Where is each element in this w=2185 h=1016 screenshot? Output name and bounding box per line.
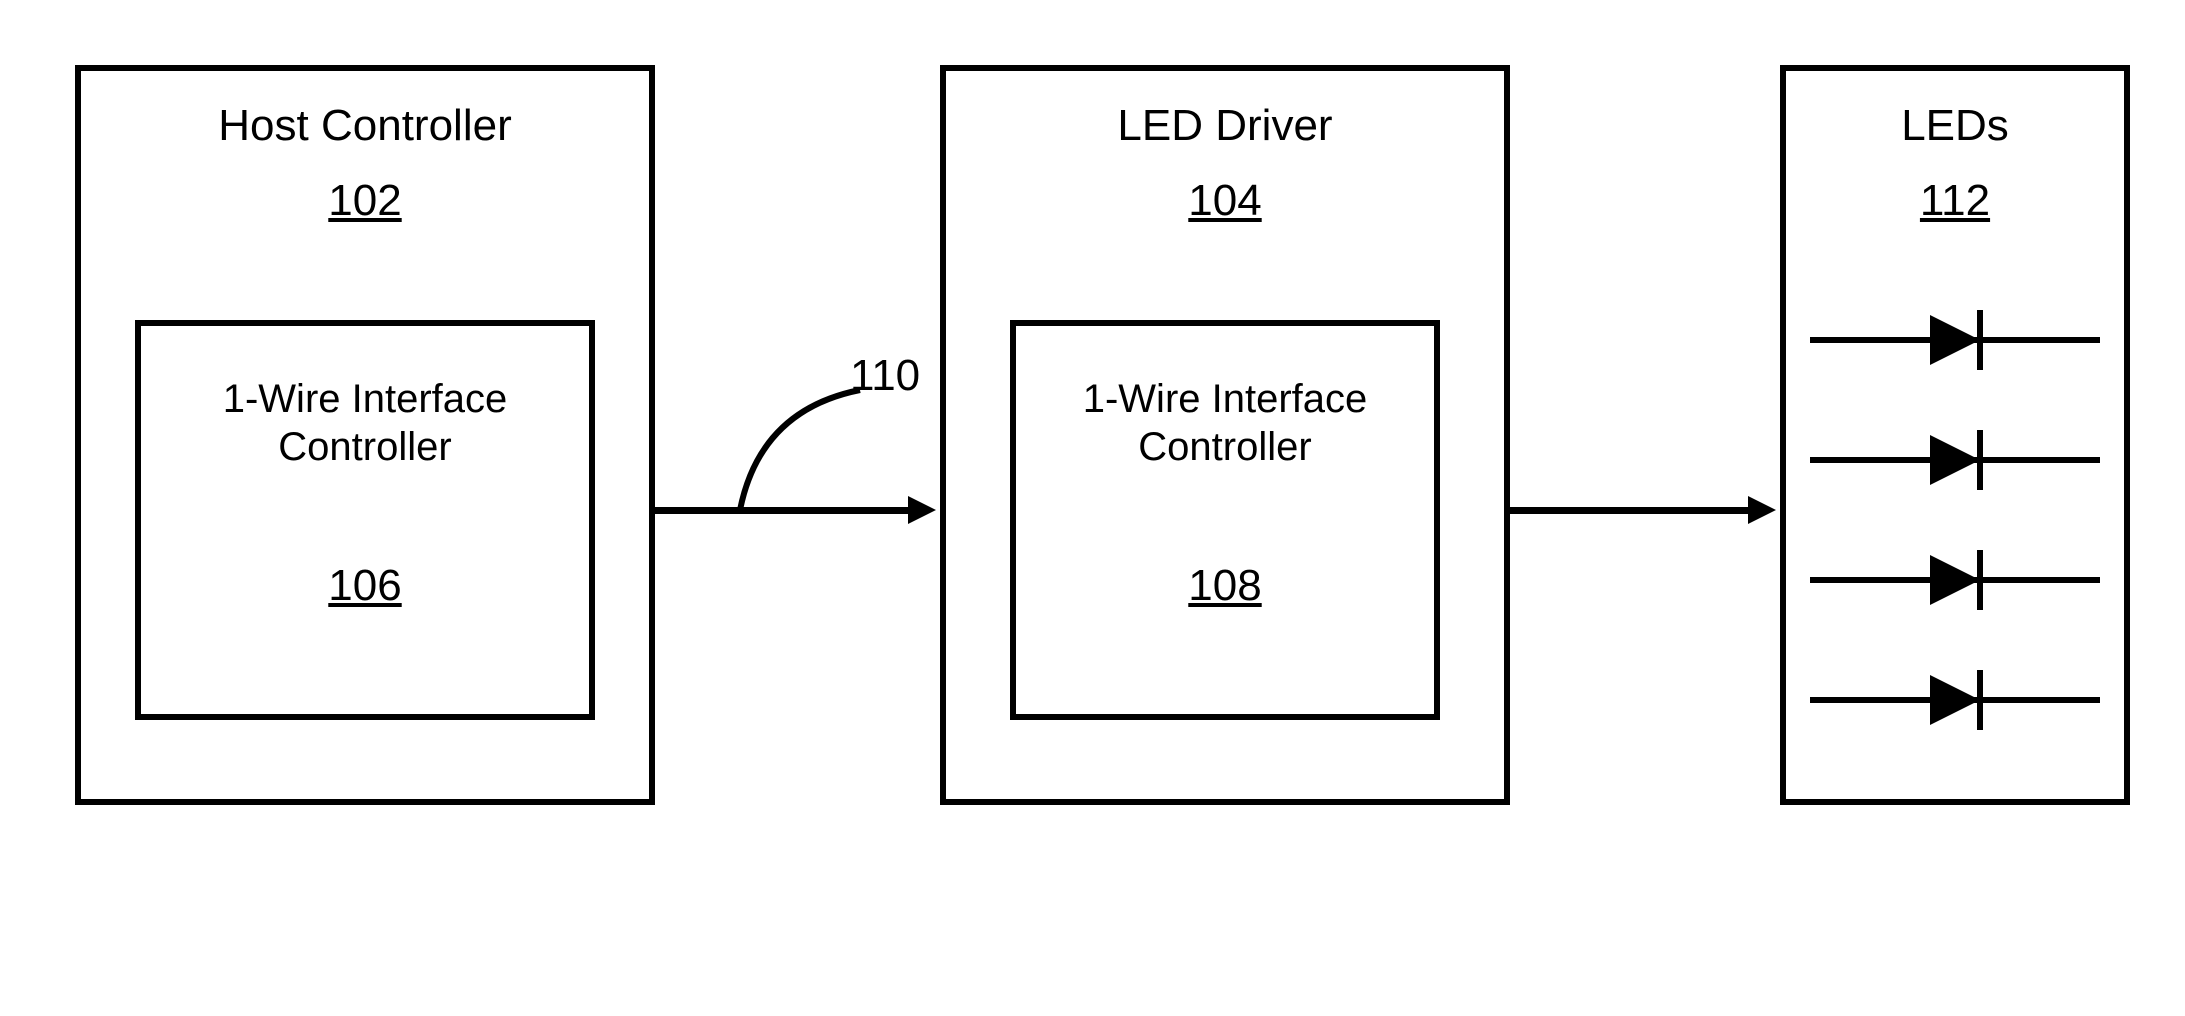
host-1wire-title: 1-Wire Interface Controller <box>135 375 595 471</box>
diode-icon <box>1810 420 2100 500</box>
host-1wire-ref: 106 <box>135 560 595 613</box>
led-driver-title: LED Driver <box>940 100 1510 153</box>
arrow-driver-to-leds <box>1510 507 1750 514</box>
diode-icon <box>1810 540 2100 620</box>
led-driver-ref: 104 <box>940 175 1510 228</box>
diode-icon <box>1810 660 2100 740</box>
arrow-ref-label: 110 <box>850 350 950 403</box>
arrow-head-icon <box>1748 496 1776 524</box>
leds-ref: 112 <box>1780 175 2130 228</box>
host-controller-ref: 102 <box>75 175 655 228</box>
diode-icon <box>1810 300 2100 380</box>
host-controller-title: Host Controller <box>75 100 655 153</box>
driver-1wire-title: 1-Wire Interface Controller <box>1010 375 1440 471</box>
driver-1wire-ref: 108 <box>1010 560 1440 613</box>
diagram-canvas: Host Controller 102 1-Wire Interface Con… <box>0 0 2185 1016</box>
leds-title: LEDs <box>1780 100 2130 153</box>
arrow-head-icon <box>908 496 936 524</box>
